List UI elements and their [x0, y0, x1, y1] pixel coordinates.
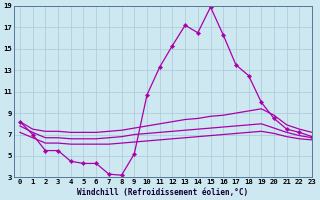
X-axis label: Windchill (Refroidissement éolien,°C): Windchill (Refroidissement éolien,°C) [77, 188, 248, 197]
